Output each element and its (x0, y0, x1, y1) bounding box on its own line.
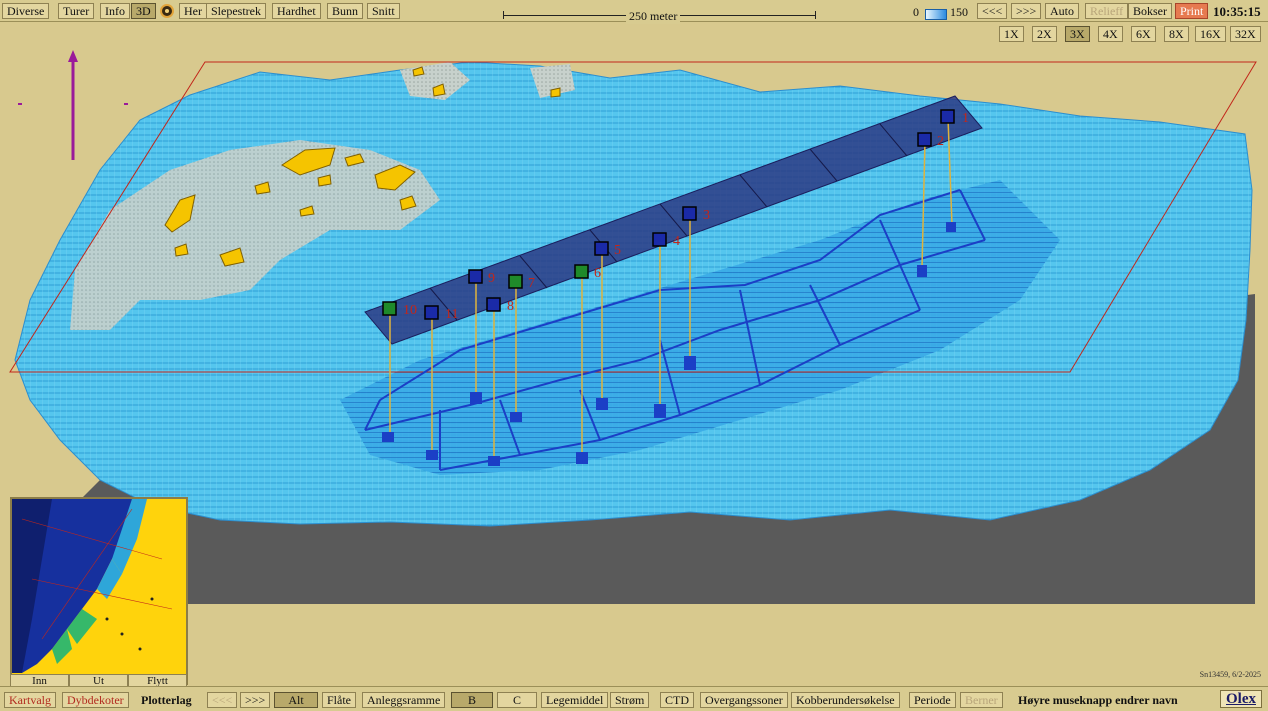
next-layer-button[interactable]: >>> (240, 692, 271, 708)
overgangssoner-button[interactable]: Overgangssoner (700, 692, 788, 708)
auto-button[interactable]: Auto (1045, 3, 1079, 19)
next-button[interactable]: >>> (1011, 3, 1042, 19)
marker-4[interactable]: 4 (652, 232, 680, 249)
relieff-button[interactable]: Relieff (1085, 3, 1129, 19)
zoom-4x-button[interactable]: 4X (1098, 26, 1123, 42)
marker-6-label: 6 (594, 266, 601, 281)
zoom-6x-button[interactable]: 6X (1131, 26, 1156, 42)
deep-basin (340, 180, 1060, 475)
land-islands (164, 66, 561, 267)
north-arrow-icon (18, 50, 128, 160)
target-icon[interactable] (160, 4, 174, 18)
turer-button[interactable]: Turer (58, 3, 95, 19)
marker-7[interactable]: 7 (508, 274, 535, 291)
zoom-16x-button[interactable]: 16X (1195, 26, 1226, 42)
b-button[interactable]: B (451, 692, 493, 708)
anchor-lines (389, 117, 953, 460)
marker-8-label: 8 (507, 299, 514, 314)
anleggsramme-button[interactable]: Anleggsramme (362, 692, 446, 708)
prev-layer-button[interactable]: <<< (207, 692, 238, 708)
her-button[interactable]: Her (179, 3, 207, 19)
plotterlag-label: Plotterlag (141, 693, 192, 707)
c-button[interactable]: C (497, 692, 537, 708)
marker-10-label: 10 (403, 303, 417, 318)
info-button[interactable]: Info (100, 3, 130, 19)
bunn-button[interactable]: Bunn (327, 3, 364, 19)
strom-button[interactable]: Strøm (610, 692, 650, 708)
ctd-button[interactable]: CTD (660, 692, 694, 708)
bokser-button[interactable]: Bokser (1128, 3, 1172, 19)
slepestrek-button[interactable]: Slepestrek (206, 3, 266, 19)
overview-minimap[interactable] (10, 497, 188, 685)
zoom-32x-button[interactable]: 32X (1230, 26, 1261, 42)
prev-button[interactable]: <<< (977, 3, 1008, 19)
print-button[interactable]: Print (1175, 3, 1209, 19)
marker-8[interactable]: 8 (486, 297, 514, 314)
marker-10[interactable]: 10 (382, 301, 417, 318)
kobberundersokelse-button[interactable]: Kobberundersøkelse (791, 692, 900, 708)
marker-4-label: 4 (673, 234, 680, 249)
shallow-area (70, 140, 440, 330)
shallow-area-top2 (530, 64, 575, 98)
anchor-points (382, 222, 956, 466)
legemiddel-button[interactable]: Legemiddel (541, 692, 609, 708)
zoom-8x-button[interactable]: 8X (1164, 26, 1189, 42)
scale-label: 250 meter (626, 9, 681, 24)
marker-1[interactable]: 1 (940, 109, 969, 126)
diverse-button[interactable]: Diverse (2, 3, 50, 19)
3d-button[interactable]: 3D (131, 3, 156, 19)
bottom-toolbar: Kartvalg Dybdekoter Plotterlag <<< >>> A… (0, 686, 1268, 711)
cage-dividers (429, 123, 908, 321)
marker-2[interactable]: 2 (917, 132, 944, 149)
berner-button[interactable]: Berner (960, 692, 1003, 708)
marker-9[interactable]: 9 (468, 269, 495, 286)
marker-11[interactable]: 11 (424, 305, 458, 322)
marker-9-label: 9 (488, 271, 495, 286)
marker-7-label: 7 (528, 276, 535, 291)
depth-gradient[interactable] (925, 9, 947, 20)
marker-5-label: 5 (614, 243, 621, 258)
marker-5[interactable]: 5 (594, 241, 621, 258)
3d-seabed-view[interactable]: 1 2 3 4 5 6 7 8 9 10 11 (0, 22, 1268, 686)
zoom-2x-button[interactable]: 2X (1032, 26, 1057, 42)
hardhet-button[interactable]: Hardhet (272, 3, 321, 19)
zoom-1x-button[interactable]: 1X (999, 26, 1024, 42)
depth-max-label: 150 (950, 5, 968, 19)
hint-text: Høyre museknapp endrer navn (1018, 693, 1178, 707)
marker-11-label: 11 (445, 307, 458, 322)
marker-3[interactable]: 3 (682, 206, 710, 223)
depth-min-label: 0 (913, 5, 919, 19)
move-button[interactable]: Flytt (128, 674, 187, 688)
clock: 10:35:15 (1213, 4, 1261, 19)
kartvalg-button[interactable]: Kartvalg (4, 692, 56, 708)
area-frame (9, 61, 1257, 373)
marker-6[interactable]: 6 (574, 264, 601, 281)
dybdekoter-button[interactable]: Dybdekoter (62, 692, 129, 708)
zoom-3x-button[interactable]: 3X (1065, 26, 1090, 42)
marker-2-label: 2 (937, 134, 944, 149)
flate-button[interactable]: Flåte (322, 692, 356, 708)
alt-button[interactable]: Alt (274, 692, 318, 708)
top-toolbar: Diverse Turer Info 3D Her Slepestrek Har… (0, 0, 1268, 24)
minimap-chart (12, 499, 186, 673)
periode-button[interactable]: Periode (909, 692, 956, 708)
serial-text: Sn13459, 6/2-2025 (1199, 670, 1261, 679)
marker-3-label: 3 (703, 208, 710, 223)
olex-logo[interactable]: Olex (1220, 690, 1262, 708)
marker-1-label: 1 (962, 111, 969, 126)
snitt-button[interactable]: Snitt (367, 3, 400, 19)
